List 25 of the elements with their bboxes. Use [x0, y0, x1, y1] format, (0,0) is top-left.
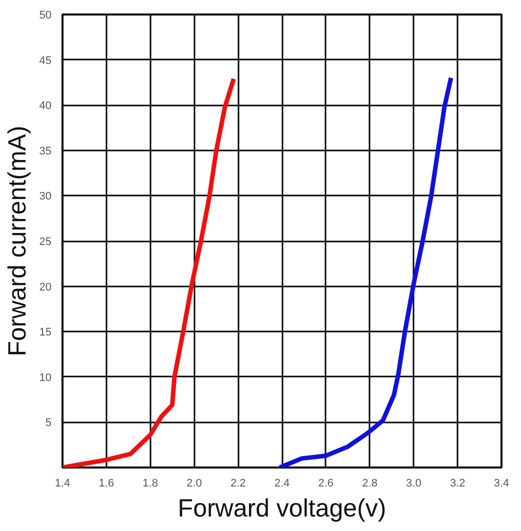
x-tick-label: 1.8 — [142, 478, 158, 490]
y-tick-label: 15 — [39, 326, 52, 339]
x-tick-label: 2.8 — [362, 478, 378, 490]
y-tick-label: 45 — [39, 54, 52, 67]
y-tick-label: 30 — [39, 190, 52, 203]
line-series — [278, 76, 454, 468]
x-tick-label: 3.0 — [406, 478, 422, 490]
y-tick-label: 35 — [39, 145, 52, 158]
y-tick-label: 20 — [39, 281, 52, 294]
x-tick-label: 2.4 — [274, 478, 290, 490]
y-tick-label: 40 — [39, 100, 52, 112]
x-tick-label: 3.2 — [450, 478, 466, 490]
y-tick-label: 10 — [39, 372, 52, 384]
y-tick-label: 50 — [39, 10, 52, 22]
y-tick-label: 5 — [45, 417, 52, 430]
x-tick-label: 2.0 — [186, 478, 202, 490]
x-tick-label: 2.2 — [230, 478, 246, 490]
line-series — [62, 76, 236, 468]
y-axis-title: Forward current(mA) — [3, 126, 32, 356]
x-tick-label: 2.6 — [318, 478, 334, 490]
x-axis-title: Forward voltage(v) — [178, 494, 386, 522]
x-tick-label: 1.6 — [98, 478, 114, 490]
x-tick-label: 1.4 — [54, 478, 70, 490]
y-tick-label: 25 — [39, 236, 52, 248]
x-tick-label: 3.4 — [494, 478, 510, 490]
